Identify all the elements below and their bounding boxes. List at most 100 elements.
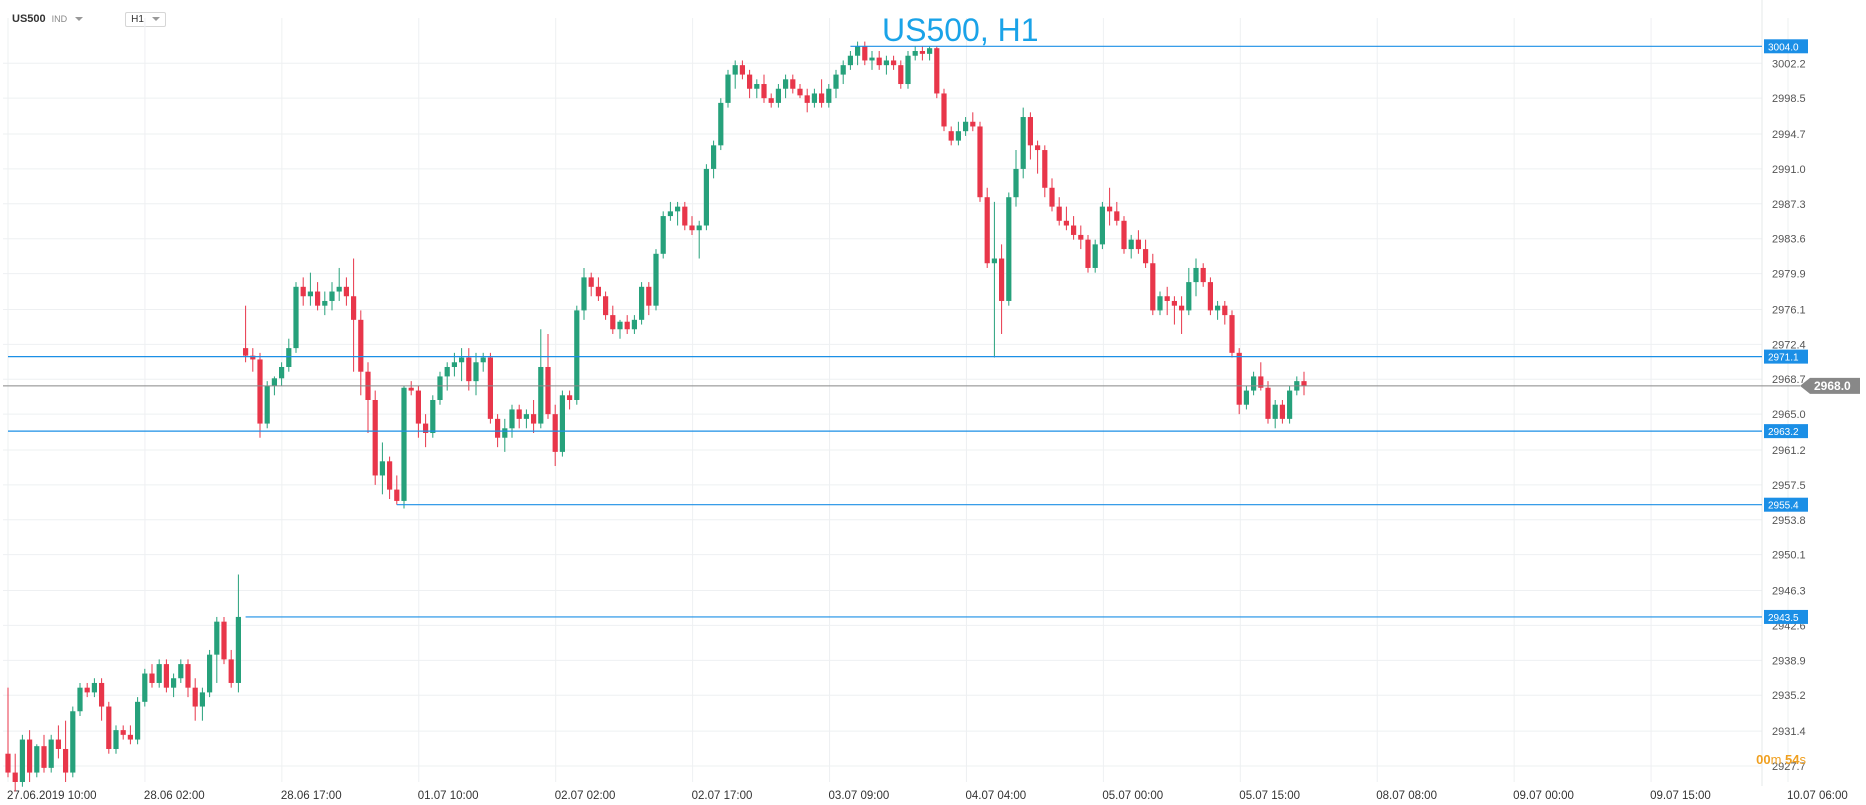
- candle-bullish: [912, 46, 918, 61]
- candle-bearish: [761, 74, 767, 103]
- candle-bearish: [351, 258, 357, 372]
- candle-bullish: [581, 267, 587, 320]
- candle-bullish: [1099, 201, 1105, 250]
- candle-bearish: [415, 385, 421, 438]
- candle-body: [91, 682, 97, 693]
- candle-bearish: [768, 93, 774, 108]
- price-line-label: 2971.1: [1768, 353, 1799, 364]
- candle-body: [941, 93, 947, 127]
- candle-bearish: [408, 381, 414, 396]
- x-tick-label: 02.07 17:00: [692, 790, 753, 802]
- candle-body: [883, 60, 889, 66]
- candle-bearish: [1114, 201, 1120, 226]
- timer-seconds-unit: s: [1799, 752, 1807, 767]
- y-tick-label: 2991.0: [1772, 164, 1806, 176]
- current-price-tag: 2968.0: [1814, 379, 1851, 393]
- candle-bearish: [1279, 400, 1285, 424]
- candle-body: [1279, 404, 1285, 419]
- candle-bullish: [783, 74, 789, 99]
- candle-bullish: [1186, 267, 1192, 316]
- y-tick-label: 2998.5: [1772, 93, 1806, 105]
- candle-body: [163, 664, 169, 688]
- candle-body: [1171, 300, 1177, 306]
- candle-body: [1222, 305, 1228, 316]
- candle-body: [466, 357, 472, 382]
- candle-bearish: [120, 725, 126, 740]
- candle-bearish: [646, 282, 652, 316]
- candle-bearish: [999, 244, 1005, 334]
- candle-body: [617, 321, 623, 330]
- candle-bearish: [689, 216, 695, 235]
- candle-body: [113, 730, 119, 749]
- candle-bearish: [919, 46, 925, 61]
- candle-body: [927, 48, 933, 54]
- candle-body: [984, 197, 990, 264]
- candle-body: [660, 216, 666, 254]
- candle-bearish: [466, 348, 472, 391]
- candle-bearish: [984, 187, 990, 268]
- candle-bearish: [1071, 216, 1077, 240]
- candle-body: [257, 359, 263, 424]
- candle-bullish: [711, 140, 717, 179]
- candle-bearish: [682, 201, 688, 231]
- candle-body: [1150, 263, 1156, 311]
- candle-body: [977, 126, 983, 198]
- candle-body: [1121, 220, 1127, 250]
- candle-bullish: [113, 725, 119, 754]
- candle-body: [1229, 315, 1235, 353]
- candle-body: [171, 678, 177, 688]
- candle-bearish: [343, 277, 349, 306]
- candle-body: [185, 664, 191, 688]
- candle-body: [34, 746, 40, 773]
- candle-body: [430, 400, 436, 434]
- candle-bullish: [696, 220, 702, 259]
- candle-body: [898, 65, 904, 85]
- candle-bearish: [1164, 286, 1170, 316]
- candle-bearish: [1236, 348, 1242, 415]
- candle-bearish: [243, 305, 249, 363]
- candle-bearish: [595, 277, 601, 301]
- candle-bullish: [502, 418, 508, 452]
- candle-bearish: [588, 272, 594, 297]
- timer-seconds: 54: [1785, 752, 1800, 767]
- y-tick-label: 2983.6: [1772, 234, 1806, 246]
- candle-body: [963, 121, 969, 132]
- symbol-selector[interactable]: US500: [12, 13, 46, 25]
- timeframe-selector[interactable]: H1: [125, 11, 166, 27]
- candle-body: [473, 362, 479, 382]
- candle-bearish: [624, 315, 630, 334]
- candle-body: [214, 621, 220, 655]
- candle-body: [142, 673, 148, 702]
- candle-bullish: [459, 348, 465, 382]
- candle-bullish: [1013, 150, 1019, 207]
- candle-bullish: [538, 329, 544, 429]
- y-tick-label: 2931.4: [1772, 726, 1806, 738]
- candle-bearish: [948, 126, 954, 146]
- candle-body: [1027, 117, 1033, 146]
- candle-bearish: [1143, 239, 1149, 268]
- symbol-dropdown-chevron-down-icon[interactable]: [75, 17, 84, 21]
- candle-bearish: [747, 69, 753, 99]
- candle-bearish: [1035, 140, 1041, 174]
- y-tick-label: 2935.2: [1772, 690, 1806, 702]
- candle-bearish: [387, 456, 393, 500]
- candle-bullish: [667, 201, 673, 221]
- candle-body: [732, 65, 738, 75]
- candle-body: [545, 366, 551, 415]
- candle-bearish: [603, 291, 609, 320]
- candle-body: [552, 414, 558, 452]
- candle-body: [797, 88, 803, 96]
- candle-body: [516, 409, 522, 419]
- candle-body: [574, 310, 580, 400]
- candle-body: [869, 57, 875, 61]
- candle-body: [423, 423, 429, 434]
- candle-body: [106, 706, 112, 749]
- candle-bearish: [192, 678, 198, 721]
- candle-bearish: [1301, 371, 1307, 396]
- candle-bullish: [322, 291, 328, 316]
- candle-bullish: [631, 315, 637, 334]
- candle-body: [1006, 197, 1012, 301]
- candle-bearish: [516, 404, 522, 429]
- candle-body: [1301, 381, 1307, 386]
